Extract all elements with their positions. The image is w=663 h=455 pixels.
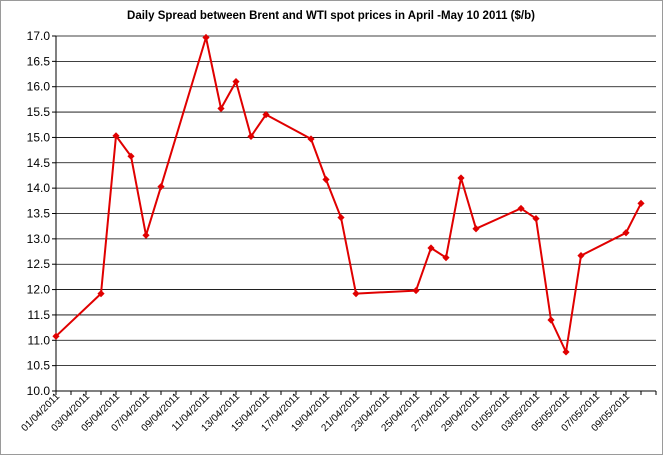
data-point [142, 231, 150, 239]
data-point [532, 214, 540, 223]
data-point [517, 204, 525, 213]
data-point [52, 332, 60, 340]
data-point [262, 111, 270, 119]
series-spread [52, 33, 645, 356]
y-tick-label: 15.0 [27, 130, 51, 144]
data-point [412, 286, 420, 295]
y-tick-label: 16.0 [27, 80, 51, 94]
y-tick-label: 11.5 [28, 308, 51, 322]
data-point [322, 175, 330, 184]
data-point [307, 135, 315, 143]
y-tick-label: 14.5 [27, 156, 51, 170]
y-tick-label: 11.0 [28, 333, 51, 347]
data-point [352, 290, 360, 298]
y-tick-label: 17.0 [27, 29, 51, 43]
data-point [577, 251, 585, 260]
data-point [562, 348, 570, 356]
y-tick-label: 13.0 [27, 232, 51, 246]
data-point [547, 316, 555, 324]
data-point [232, 78, 240, 86]
y-tick-label: 13.5 [27, 207, 51, 221]
series-line [55, 36, 642, 353]
chart-title: Daily Spread between Brent and WTI spot … [127, 10, 535, 22]
y-tick-label: 15.5 [27, 105, 51, 119]
data-point [427, 244, 435, 252]
data-point [247, 132, 255, 141]
data-point [337, 213, 345, 222]
data-point [457, 174, 465, 182]
data-point [157, 183, 165, 191]
data-point [472, 225, 480, 233]
data-point [217, 104, 225, 113]
data-point [622, 229, 630, 237]
y-tick-label: 12.0 [27, 283, 51, 297]
data-point [97, 290, 105, 298]
gridlines [56, 35, 656, 367]
y-tick-label: 12.5 [27, 257, 51, 271]
data-point [442, 254, 450, 262]
y-tick-label: 14.0 [27, 181, 51, 195]
x-axis-ticks: 01/04/201103/04/201105/04/201107/04/2011… [19, 391, 657, 434]
data-point [127, 152, 135, 160]
data-point [637, 199, 645, 207]
data-point [112, 132, 120, 140]
y-tick-label: 10.5 [27, 359, 51, 373]
y-tick-label: 10.0 [27, 384, 51, 398]
data-point [202, 33, 210, 42]
y-tick-label: 16.5 [27, 54, 51, 68]
y-axis-ticks: 10.0 10.5 11.0 11.5 12.0 12.5 13.0 13.5 14.0 14.5… [27, 29, 56, 398]
